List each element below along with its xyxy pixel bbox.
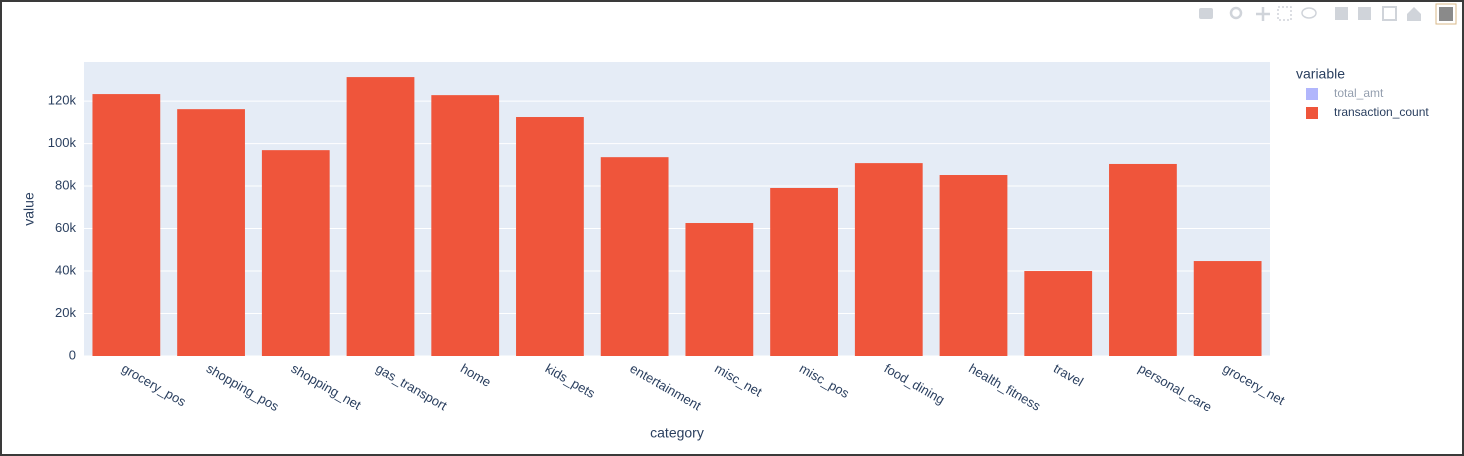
- bar: [939, 175, 1008, 356]
- bar: [261, 150, 330, 356]
- bar: [685, 223, 754, 356]
- logo: [1439, 7, 1453, 21]
- modebar: [1199, 3, 1457, 25]
- bar: [92, 94, 161, 356]
- legend-swatch[interactable]: [1306, 88, 1318, 100]
- y-tick-label: 80k: [55, 177, 76, 192]
- legend-swatch[interactable]: [1306, 107, 1318, 119]
- legend-label[interactable]: transaction_count: [1334, 105, 1429, 119]
- bar: [516, 117, 584, 356]
- y-tick-label: 100k: [48, 135, 77, 150]
- bar: [1024, 271, 1093, 356]
- legend-label[interactable]: total_amt: [1334, 86, 1384, 100]
- bar: [1109, 163, 1177, 356]
- autoscale-icon[interactable]: [1382, 6, 1397, 21]
- x-axis-title: category: [650, 425, 704, 441]
- legend-title: variable: [1296, 66, 1345, 82]
- y-tick-label: 60k: [55, 220, 76, 235]
- y-tick-label: 120k: [48, 93, 77, 108]
- camera-icon[interactable]: [1199, 8, 1213, 19]
- bar: [600, 157, 669, 356]
- select-icon[interactable]: [1277, 6, 1292, 21]
- bar: [770, 187, 838, 356]
- y-tick-label: 20k: [55, 305, 76, 320]
- pan-icon[interactable]: [1256, 7, 1270, 21]
- zoom-in-icon[interactable]: [1335, 7, 1348, 20]
- lasso-icon[interactable]: [1301, 7, 1317, 19]
- zoom-icon[interactable]: [1229, 6, 1243, 20]
- bar: [177, 109, 245, 356]
- bar: [1193, 261, 1262, 356]
- y-axis-title: value: [21, 192, 37, 226]
- zoom-out-icon[interactable]: [1358, 7, 1371, 20]
- bar: [854, 163, 923, 356]
- y-tick-label: 0: [69, 347, 76, 362]
- reset-icon[interactable]: [1407, 7, 1421, 21]
- bar: [431, 95, 500, 356]
- y-tick-label: 40k: [55, 262, 76, 277]
- bar: [346, 77, 415, 356]
